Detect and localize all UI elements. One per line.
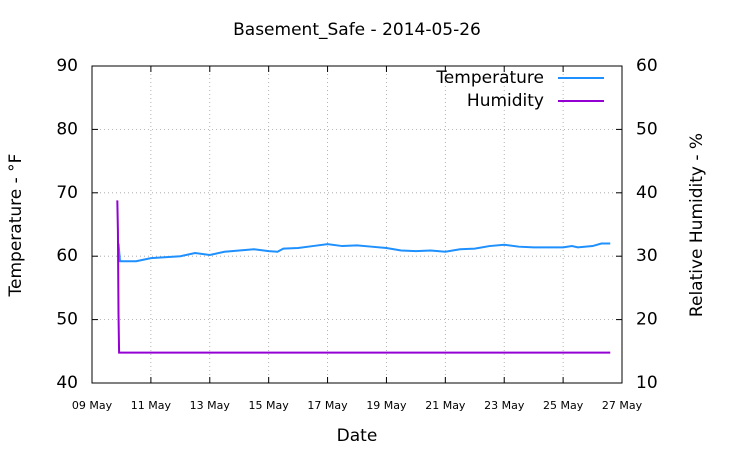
x-tick-label: 15 May	[249, 399, 290, 412]
y2-tick-label: 20	[636, 310, 658, 330]
x-tick-label: 11 May	[131, 399, 172, 412]
x-tick-label: 23 May	[484, 399, 525, 412]
chart-title: Basement_Safe - 2014-05-26	[233, 20, 481, 40]
y-tick-label: 60	[56, 246, 78, 266]
y2-tick-label: 30	[636, 246, 658, 266]
y-tick-label: 80	[56, 119, 78, 139]
x-tick-label: 21 May	[425, 399, 466, 412]
y2-axis-label: Relative Humidity - %	[687, 133, 707, 317]
legend-label: Humidity	[467, 91, 544, 111]
x-tick-label: 27 May	[602, 399, 643, 412]
y2-tick-label: 50	[636, 119, 658, 139]
x-axis-label: Date	[337, 426, 378, 446]
y-tick-label: 90	[56, 56, 78, 76]
y-axis-label: Temperature - °F	[6, 154, 26, 298]
y2-tick-label: 40	[636, 183, 658, 203]
y2-tick-label: 60	[636, 56, 658, 76]
y2-tick-label: 10	[636, 373, 658, 393]
x-tick-label: 19 May	[366, 399, 407, 412]
y-tick-label: 70	[56, 183, 78, 203]
legend-label: Temperature	[435, 68, 544, 88]
y-tick-label: 40	[56, 373, 78, 393]
y-tick-label: 50	[56, 310, 78, 330]
x-tick-label: 09 May	[72, 399, 113, 412]
plot-frame	[91, 65, 623, 384]
x-tick-label: 25 May	[543, 399, 584, 412]
data-line	[117, 242, 611, 263]
x-tick-label: 13 May	[190, 399, 231, 412]
data-line	[116, 200, 611, 354]
x-tick-label: 17 May	[307, 399, 348, 412]
